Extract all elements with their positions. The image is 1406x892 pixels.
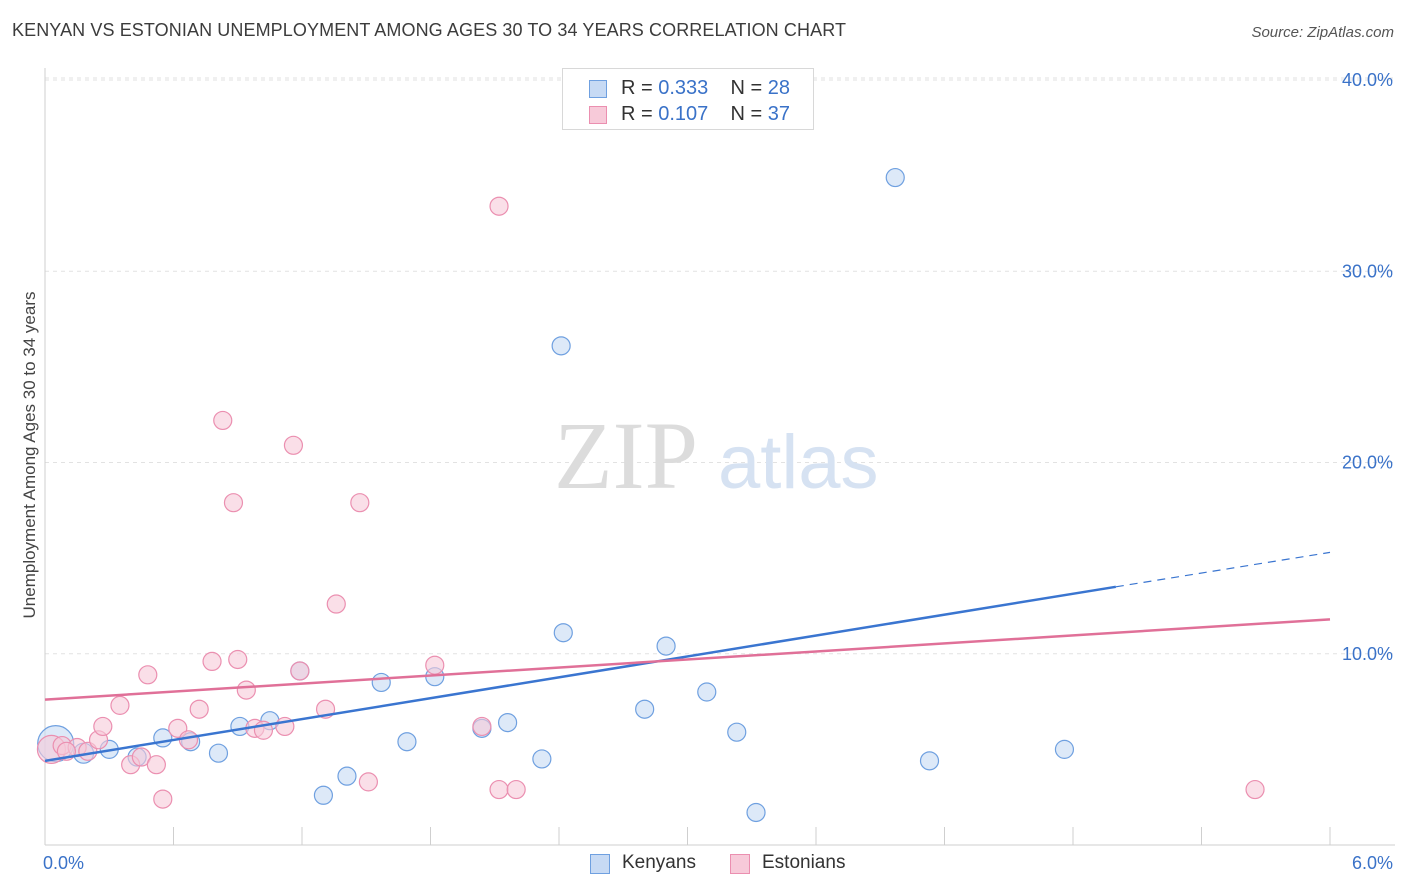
x-tick-label-1: 6.0%	[1352, 853, 1393, 873]
estonians-point-28	[358, 772, 378, 792]
estonians-point-5	[93, 716, 113, 737]
kenyans-point-10	[313, 785, 334, 805]
estonians-point-30	[472, 716, 492, 737]
y-tick-label-0: 10.0%	[1342, 644, 1393, 664]
kenyans-point-21	[656, 636, 676, 656]
estonians-swatch	[589, 106, 607, 124]
kenyans-r-label: R =	[621, 77, 653, 99]
series-legend-estonians-label: Estonians	[762, 852, 846, 873]
kenyans-point-6	[208, 743, 229, 763]
kenyans-n-value: 28	[767, 77, 791, 99]
estonians-point-9	[138, 665, 158, 685]
series-legend-estonians-swatch	[730, 854, 750, 874]
estonians-point-26	[326, 594, 346, 614]
x-tick-label-0: 0.0%	[43, 853, 84, 873]
estonians-point-29	[425, 655, 445, 675]
estonians-point-8	[131, 747, 151, 767]
kenyans-point-12	[371, 672, 391, 693]
estonians-n-value: 37	[767, 103, 791, 125]
kenyans-point-25	[746, 802, 766, 823]
chart-title: KENYAN VS ESTONIAN UNEMPLOYMENT AMONG AG…	[12, 20, 847, 40]
estonians-point-18	[228, 649, 248, 670]
kenyans-trend-extension	[1115, 551, 1331, 588]
estonians-point-24	[290, 661, 310, 681]
y-tick-label-1: 20.0%	[1342, 453, 1393, 473]
estonians-point-14	[189, 699, 209, 719]
watermark-zip: ZIP	[554, 402, 698, 509]
estonians-point-16	[213, 410, 233, 431]
estonians-trend-line	[44, 618, 1331, 701]
kenyans-r-value: 0.333	[658, 77, 709, 99]
estonians-point-11	[153, 789, 173, 809]
estonians-point-34	[1245, 779, 1265, 800]
estonians-point-19	[236, 680, 256, 700]
estonians-r-label: R =	[621, 103, 653, 125]
series-legend-kenyans-swatch	[590, 854, 610, 874]
kenyans-point-13	[397, 732, 417, 752]
kenyans-swatch	[589, 80, 607, 98]
kenyans-n-label: N =	[730, 77, 763, 99]
chart-source: Source: ZipAtlas.com	[1251, 24, 1394, 41]
series-legend-kenyans-label: Kenyans	[622, 852, 696, 873]
kenyans-point-17	[532, 749, 552, 769]
kenyans-point-23	[697, 682, 717, 702]
kenyans-point-11	[337, 766, 357, 786]
kenyans-point-20	[635, 699, 655, 719]
stats-legend: R = 0.333 N = 28 R = 0.107 N = 37	[562, 68, 814, 130]
estonians-point-32	[506, 779, 526, 800]
kenyans-point-18	[553, 623, 573, 643]
estonians-point-23	[283, 435, 304, 455]
estonians-point-33	[489, 196, 509, 216]
estonians-point-15	[202, 651, 222, 672]
kenyans-point-28	[1054, 739, 1075, 759]
estonians-point-27	[350, 493, 370, 513]
estonians-point-17	[223, 493, 244, 513]
watermark-atlas: atlas	[718, 420, 879, 505]
kenyans-point-19	[551, 336, 571, 356]
estonians-point-10	[146, 755, 166, 775]
y-tick-label-2: 30.0%	[1342, 261, 1393, 281]
estonians-point-31	[489, 779, 509, 800]
kenyans-point-27	[919, 751, 940, 771]
estonians-point-6	[110, 695, 130, 715]
estonians-r-value: 0.107	[658, 103, 709, 125]
kenyans-point-26	[885, 167, 905, 188]
kenyans-trend-line	[44, 585, 1117, 763]
kenyans-point-24	[727, 722, 747, 742]
y-tick-label-3: 40.0%	[1342, 70, 1393, 90]
estonians-n-label: N =	[730, 103, 763, 125]
kenyans-point-16	[498, 712, 518, 733]
